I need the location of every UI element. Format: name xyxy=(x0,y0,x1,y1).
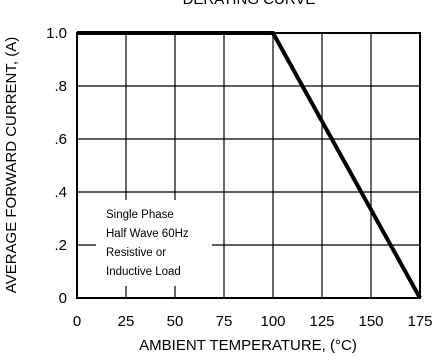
annotation-line-3: Resistive or xyxy=(106,247,166,259)
annotation-box: Single Phase Half Wave 60Hz Resistive or… xyxy=(96,200,212,286)
x-tick-label-25: 25 xyxy=(118,313,135,330)
x-tick-label-0: 0 xyxy=(73,313,81,330)
x-tick-labels: 0 25 50 75 100 125 150 175 xyxy=(73,313,433,330)
y-tick-labels: 0 .2 .4 .6 .8 1.0 xyxy=(46,25,67,307)
x-tick-label-100: 100 xyxy=(260,313,285,330)
y-tick-label-5: 1.0 xyxy=(46,25,67,42)
y-axis-title: AVERAGE FORWARD CURRENT, (A) xyxy=(3,37,20,293)
y-tick-label-3: .6 xyxy=(54,131,67,148)
chart-title: DERATING CURVE xyxy=(183,0,316,8)
annotation-background xyxy=(96,200,212,286)
x-axis-title: AMBIENT TEMPERATURE, (°C) xyxy=(139,337,357,354)
series-line-0 xyxy=(77,31,422,299)
y-tick-label-0: 0 xyxy=(59,290,67,307)
x-tick-label-75: 75 xyxy=(216,313,233,330)
annotation-line-2: Half Wave 60Hz xyxy=(106,228,189,240)
annotation-line-1: Single Phase xyxy=(106,209,174,221)
y-tick-label-1: .2 xyxy=(54,237,67,254)
y-tick-label-2: .4 xyxy=(54,184,67,201)
series xyxy=(77,31,422,299)
y-tick-label-4: .8 xyxy=(54,78,67,95)
x-tick-label-175: 175 xyxy=(407,313,432,330)
annotation-line-4: Inductive Load xyxy=(106,266,181,278)
x-tick-label-50: 50 xyxy=(167,313,184,330)
x-tick-label-125: 125 xyxy=(309,313,334,330)
x-tick-label-150: 150 xyxy=(358,313,383,330)
